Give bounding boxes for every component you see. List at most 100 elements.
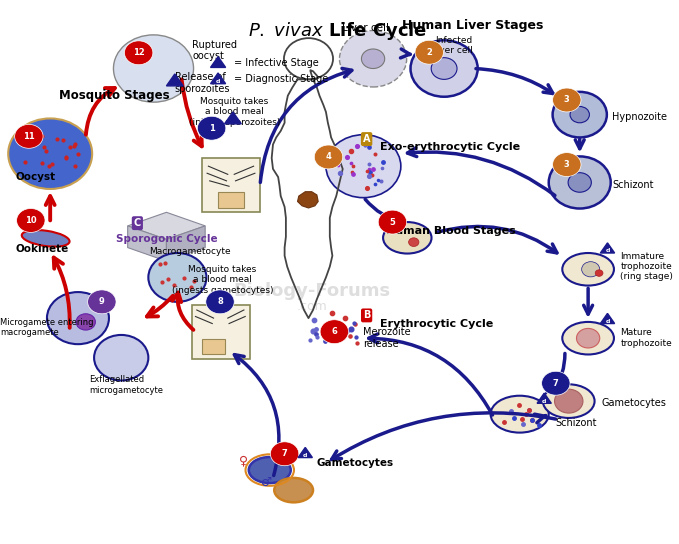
- Text: Microgamete entering
macrogamete: Microgamete entering macrogamete: [1, 318, 94, 337]
- Text: Release of
sporozoites: Release of sporozoites: [175, 72, 230, 94]
- Text: 6: 6: [331, 327, 337, 336]
- Ellipse shape: [274, 478, 313, 502]
- Circle shape: [15, 125, 43, 149]
- Circle shape: [431, 58, 457, 79]
- Circle shape: [206, 290, 234, 314]
- Circle shape: [409, 238, 419, 246]
- Polygon shape: [210, 57, 225, 67]
- Text: Ruptured
oocyst: Ruptured oocyst: [192, 40, 237, 61]
- Text: .com: .com: [296, 300, 327, 313]
- Text: 5: 5: [390, 218, 395, 227]
- Ellipse shape: [562, 253, 614, 286]
- Circle shape: [582, 262, 600, 277]
- Circle shape: [8, 119, 92, 189]
- Ellipse shape: [491, 395, 549, 432]
- Text: d: d: [605, 319, 610, 324]
- Ellipse shape: [383, 222, 432, 254]
- Circle shape: [411, 40, 478, 97]
- Circle shape: [553, 88, 581, 112]
- Circle shape: [576, 329, 600, 348]
- Circle shape: [94, 335, 148, 380]
- Text: 7: 7: [282, 449, 287, 458]
- Polygon shape: [166, 226, 205, 261]
- Text: Gametocytes: Gametocytes: [601, 398, 666, 409]
- Text: Schizont: Schizont: [612, 180, 653, 190]
- Text: Infected
liver cell: Infected liver cell: [435, 36, 473, 55]
- Text: 8: 8: [217, 298, 223, 306]
- Text: 7: 7: [553, 379, 559, 388]
- Text: = Diagnostic Stage: = Diagnostic Stage: [234, 75, 329, 84]
- Polygon shape: [166, 74, 183, 86]
- Circle shape: [314, 145, 343, 169]
- Text: Mosquito takes
a blood meal
(injects sporozoites): Mosquito takes a blood meal (injects spo…: [189, 97, 280, 127]
- Circle shape: [270, 442, 299, 466]
- Circle shape: [415, 40, 443, 64]
- Circle shape: [320, 320, 348, 344]
- Text: d: d: [542, 399, 547, 404]
- Text: d: d: [605, 249, 610, 254]
- Text: Hypnozoite: Hypnozoite: [612, 113, 667, 122]
- Circle shape: [16, 208, 45, 232]
- Text: ♀: ♀: [239, 454, 248, 467]
- Ellipse shape: [543, 384, 595, 418]
- Text: $\mathit{P.\ vivax}$ Life Cycle: $\mathit{P.\ vivax}$ Life Cycle: [248, 20, 427, 42]
- Circle shape: [148, 253, 206, 302]
- Circle shape: [555, 389, 583, 413]
- Text: Biology-Forums: Biology-Forums: [233, 282, 390, 300]
- Ellipse shape: [249, 457, 291, 483]
- Text: 4: 4: [325, 152, 331, 162]
- Text: Schizont: Schizont: [556, 418, 598, 428]
- Circle shape: [76, 314, 95, 330]
- Circle shape: [595, 270, 603, 276]
- Circle shape: [340, 30, 407, 87]
- Text: 3: 3: [564, 160, 570, 169]
- Text: 9: 9: [99, 298, 105, 306]
- Polygon shape: [537, 393, 551, 403]
- Circle shape: [198, 116, 226, 140]
- Text: Ookinete: Ookinete: [16, 244, 69, 254]
- Text: Sporogonic Cycle: Sporogonic Cycle: [115, 234, 217, 244]
- Polygon shape: [210, 73, 225, 84]
- Text: Oocyst: Oocyst: [16, 172, 56, 182]
- Circle shape: [542, 372, 570, 395]
- Text: Macrogametocyte: Macrogametocyte: [149, 247, 231, 256]
- Circle shape: [570, 107, 589, 123]
- Polygon shape: [298, 447, 312, 458]
- Text: ♂: ♂: [261, 476, 272, 489]
- Polygon shape: [128, 226, 166, 261]
- Circle shape: [549, 157, 610, 208]
- Text: Immature
trophozoite
(ring stage): Immature trophozoite (ring stage): [621, 252, 674, 281]
- Text: Gametocytes: Gametocytes: [317, 458, 394, 468]
- Text: Erythrocytic Cycle: Erythrocytic Cycle: [380, 319, 493, 329]
- Ellipse shape: [22, 230, 69, 246]
- Circle shape: [378, 210, 407, 234]
- Circle shape: [88, 290, 116, 314]
- FancyBboxPatch shape: [192, 305, 251, 359]
- Circle shape: [326, 135, 401, 197]
- Text: 12: 12: [133, 48, 145, 57]
- Text: d: d: [303, 453, 308, 458]
- Text: Mosquito Stages: Mosquito Stages: [60, 89, 170, 102]
- Text: Human Liver Stages: Human Liver Stages: [403, 18, 544, 32]
- Circle shape: [568, 172, 591, 192]
- Polygon shape: [225, 112, 241, 124]
- Text: Merozoite
release: Merozoite release: [363, 327, 411, 349]
- Text: 3: 3: [564, 96, 570, 104]
- Text: Mosquito takes
a blood meal
(ingests gametocytes): Mosquito takes a blood meal (ingests gam…: [172, 265, 274, 295]
- Polygon shape: [600, 313, 614, 324]
- Text: Liver cell: Liver cell: [342, 23, 389, 33]
- Text: C: C: [134, 218, 141, 228]
- Text: = Infective Stage: = Infective Stage: [234, 58, 319, 68]
- FancyBboxPatch shape: [202, 339, 225, 355]
- Circle shape: [47, 292, 109, 344]
- Circle shape: [124, 41, 153, 65]
- Circle shape: [361, 49, 385, 69]
- Circle shape: [113, 35, 194, 102]
- Text: A: A: [363, 134, 370, 144]
- Circle shape: [553, 92, 607, 138]
- Text: 10: 10: [25, 216, 37, 225]
- Polygon shape: [128, 212, 205, 239]
- Text: 11: 11: [23, 132, 35, 141]
- Text: d: d: [216, 79, 220, 84]
- Text: B: B: [363, 311, 370, 320]
